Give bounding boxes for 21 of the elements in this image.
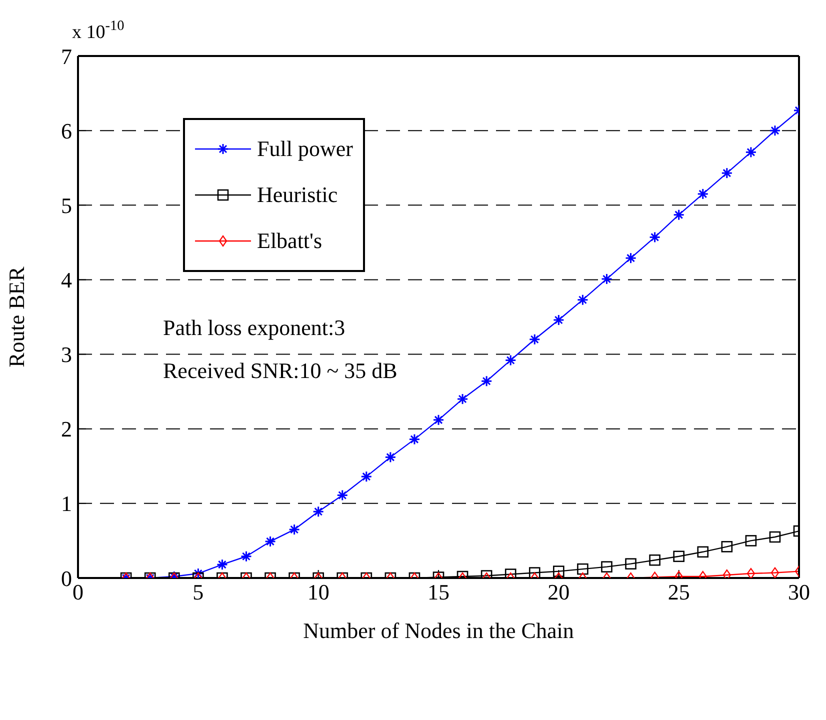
y-tick-label: 3 xyxy=(61,342,72,368)
x-tick-label: 15 xyxy=(428,580,450,605)
x-tick-label: 20 xyxy=(548,580,570,605)
y-tick-label: 1 xyxy=(61,491,72,516)
text: x 10$^{-10}$ xyxy=(72,18,124,43)
x-tick-label: 30 xyxy=(788,580,810,605)
legend-label: Full power xyxy=(257,136,353,162)
y-tick-label: 7 xyxy=(61,44,72,69)
x-tick-label: 5 xyxy=(192,580,204,605)
x-axis-title: Number of Nodes in the Chain xyxy=(303,618,574,643)
legend-label: Elbatt's xyxy=(257,228,322,254)
y-axis-title: Route BER xyxy=(4,266,29,368)
y-tick-label: 6 xyxy=(61,118,72,144)
x-tick-label: 10 xyxy=(307,580,330,605)
y-tick-label: 5 xyxy=(61,192,72,218)
annotation: Received SNR:10 ~ 35 dB xyxy=(163,358,398,383)
x-tick-label: 25 xyxy=(668,580,690,605)
annotation: Path loss exponent:3 xyxy=(163,315,346,340)
y-tick-label: 4 xyxy=(61,268,72,293)
y-tick-label: 2 xyxy=(61,416,72,442)
legend-label: Heuristic xyxy=(257,182,338,208)
